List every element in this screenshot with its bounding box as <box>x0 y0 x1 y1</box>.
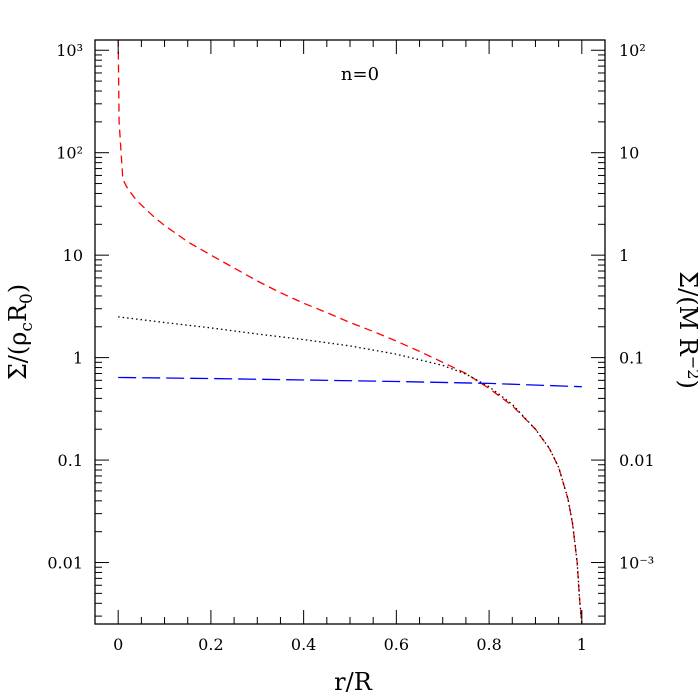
x-tick-label: 0.4 <box>291 635 316 654</box>
x-tick-label: 0 <box>113 635 123 654</box>
y-axis-label-right: Σ/(M R−2) <box>674 271 698 389</box>
y-right-tick-label: 10⁻³ <box>619 554 654 573</box>
x-tick-label: 0.2 <box>198 635 223 654</box>
y-right-tick-label: 0.01 <box>619 451 655 470</box>
annotation-n0: n=0 <box>341 64 379 85</box>
red-dashed-curve <box>117 40 583 624</box>
y-right-tick-label: 1 <box>619 246 629 265</box>
x-axis-label: r/R <box>334 668 373 696</box>
ticks-layer: 0 0.2 0.4 0.6 0.8 1 10³ 10² 10 1 0.1 0.01 10² 10 1 0.1 0… <box>47 40 655 654</box>
series-layer <box>117 40 583 624</box>
y-left-tick-label: 10³ <box>56 41 83 60</box>
y-left-tick-label: 1 <box>73 349 83 368</box>
plot-frame <box>94 39 606 625</box>
black-dotted-curve <box>118 316 583 624</box>
x-tick-label: 1 <box>577 635 587 654</box>
blue-longdash-curve <box>118 376 582 388</box>
y-axis-label-left: Σ/(ρcR0) <box>4 284 37 380</box>
y-left-tick-label: 10² <box>56 144 83 163</box>
y-right-tick-label: 0.1 <box>619 349 644 368</box>
y-right-tick-label: 10 <box>619 144 639 163</box>
y-left-tick-label: 0.1 <box>58 451 83 470</box>
y-right-tick-label: 10² <box>619 41 646 60</box>
y-left-tick-label: 0.01 <box>47 554 83 573</box>
x-tick-label: 0.6 <box>384 635 409 654</box>
x-tick-label: 0.8 <box>476 635 501 654</box>
y-left-tick-label: 10 <box>63 246 83 265</box>
